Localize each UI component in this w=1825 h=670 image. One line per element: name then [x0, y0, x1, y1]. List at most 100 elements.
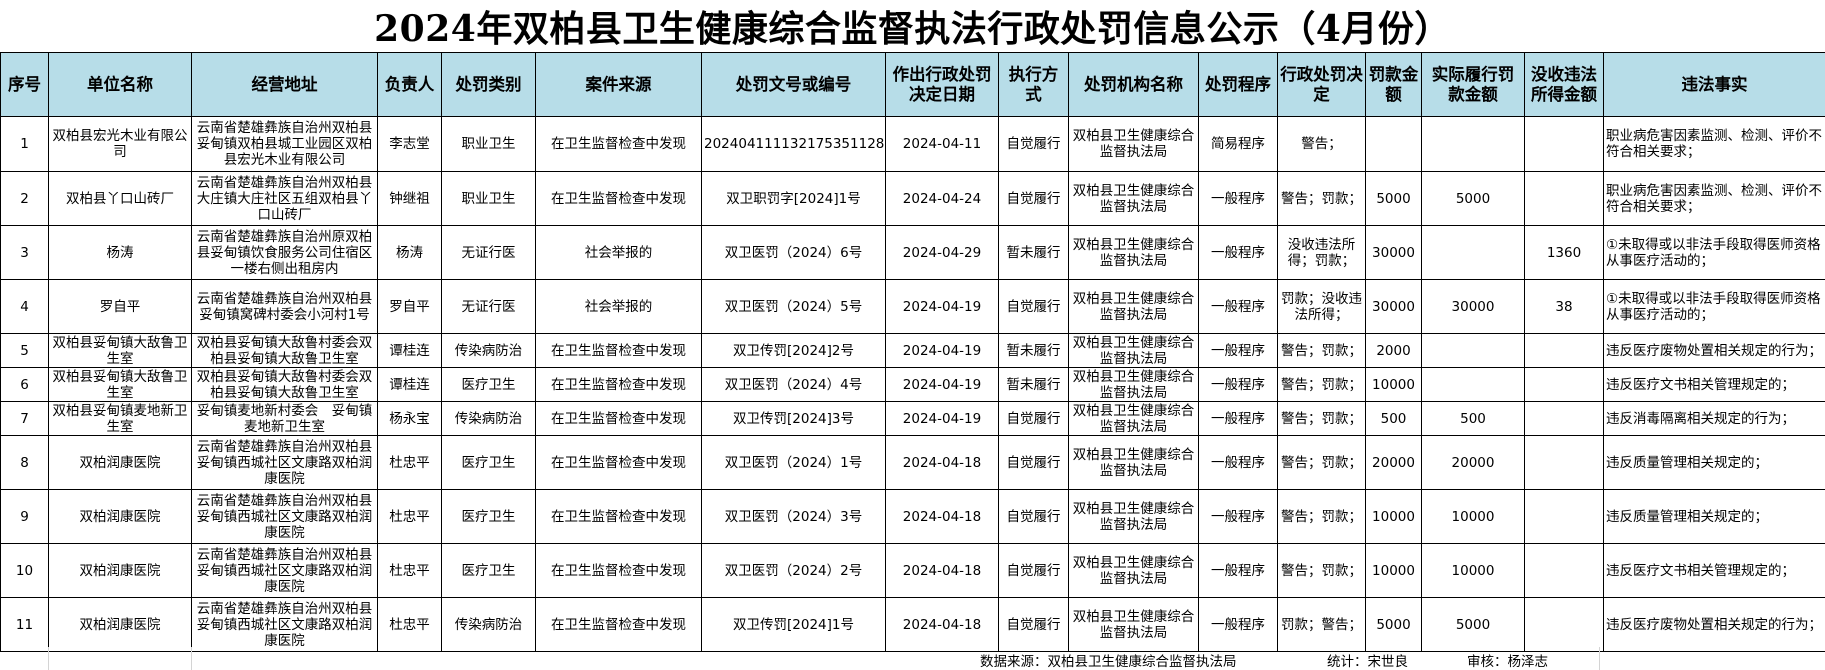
- table-cell: 一般程序: [1198, 171, 1278, 226]
- table-cell: 一般程序: [1198, 597, 1278, 652]
- table-cell: 云南省楚雄彝族自治州双柏县妥甸镇西城社区文康路双柏润康医院: [191, 489, 378, 544]
- table-cell: 自觉履行: [998, 435, 1069, 490]
- table-cell: 双柏县妥甸镇大敌鲁卫生室: [48, 367, 192, 402]
- table-cell: 2024-04-19: [885, 333, 999, 368]
- table-cell: 500: [1365, 401, 1422, 436]
- column-header: 没收违法所得金额: [1524, 52, 1604, 117]
- table-cell: 谭桂连: [377, 367, 442, 402]
- table-cell: 双柏县妥甸镇大敌鲁村委会双柏县妥甸镇大敌鲁卫生室: [191, 367, 378, 402]
- column-header: 处罚文号或编号: [701, 52, 886, 117]
- table-cell: 简易程序: [1198, 116, 1278, 172]
- table-cell: 2024-04-24: [885, 171, 999, 226]
- table-cell: 杜忠平: [377, 597, 442, 652]
- table-cell: 警告；罚款；: [1277, 367, 1366, 402]
- table-cell: 一般程序: [1198, 435, 1278, 490]
- table-row: 5 双柏县妥甸镇大敌鲁卫生室 双柏县妥甸镇大敌鲁村委会双柏县妥甸镇大敌鲁卫生室 谭桂连…: [0, 333, 1825, 368]
- table-cell: 云南省楚雄彝族自治州双柏县妥甸镇西城社区文康路双柏润康医院: [191, 597, 378, 652]
- table-cell: 双柏县卫生健康综合监督执法局: [1068, 225, 1199, 280]
- table-cell: 杜忠平: [377, 489, 442, 544]
- table-cell: 双卫传罚[2024]3号: [701, 401, 886, 436]
- table-cell: 钟继祖: [377, 171, 442, 226]
- table-cell: 双柏润康医院: [48, 489, 192, 544]
- table-cell: 4: [0, 279, 49, 334]
- table-cell: 警告；罚款；: [1277, 543, 1366, 598]
- table-cell: 20240411113217535112803: [701, 116, 886, 172]
- table-cell: 无证行医: [441, 225, 536, 280]
- table-row: 4 罗自平 云南省楚雄彝族自治州双柏县妥甸镇窝碑村委会小河村1号 罗自平 无证行医 社会举…: [0, 279, 1825, 334]
- table-cell: 罚款；没收违法所得；: [1277, 279, 1366, 334]
- table-cell: [1421, 333, 1525, 368]
- table-cell: 双柏县卫生健康综合监督执法局: [1068, 543, 1199, 598]
- table-cell: [1524, 367, 1604, 402]
- table-cell: 医疗卫生: [441, 543, 536, 598]
- table-cell: [1524, 543, 1604, 598]
- table-cell: 传染病防治: [441, 597, 536, 652]
- table-cell: 自觉履行: [998, 543, 1069, 598]
- table-cell: [1421, 225, 1525, 280]
- table-cell: 在卫生监督检查中发现: [535, 597, 702, 652]
- table-cell: 自觉履行: [998, 489, 1069, 544]
- table-cell: 双卫职罚字[2024]1号: [701, 171, 886, 226]
- footer-review: 审核：杨泽志: [1467, 654, 1548, 670]
- table-cell: 5: [0, 333, 49, 368]
- table-cell: 在卫生监督检查中发现: [535, 367, 702, 402]
- table-cell: 双柏县卫生健康综合监督执法局: [1068, 597, 1199, 652]
- table-cell: 职业卫生: [441, 116, 536, 172]
- table-cell: 双柏县卫生健康综合监督执法局: [1068, 367, 1199, 402]
- table-cell: 警告；罚款；: [1277, 489, 1366, 544]
- table-cell: 双柏县卫生健康综合监督执法局: [1068, 401, 1199, 436]
- table-cell: 10000: [1365, 489, 1422, 544]
- table-cell: 双柏县卫生健康综合监督执法局: [1068, 116, 1199, 172]
- table-cell: 自觉履行: [998, 171, 1069, 226]
- column-header: 处罚机构名称: [1068, 52, 1199, 117]
- table-cell: 违反医疗文书相关管理规定的；: [1603, 367, 1825, 402]
- table-cell: 云南省楚雄彝族自治州双柏县妥甸镇西城社区文康路双柏润康医院: [191, 435, 378, 490]
- table-row: 8 双柏润康医院 云南省楚雄彝族自治州双柏县妥甸镇西城社区文康路双柏润康医院 杜忠平医…: [0, 435, 1825, 490]
- table-cell: 在卫生监督检查中发现: [535, 401, 702, 436]
- table-cell: 医疗卫生: [441, 435, 536, 490]
- column-header: 作出行政处罚决定日期: [885, 52, 999, 117]
- table-cell: 30000: [1365, 225, 1422, 280]
- table-cell: 双柏润康医院: [48, 543, 192, 598]
- grid-line: [1599, 647, 1600, 670]
- column-header: 执行方式: [998, 52, 1069, 117]
- table-cell: 2024-04-19: [885, 401, 999, 436]
- table-cell: 2024-04-19: [885, 279, 999, 334]
- table-cell: 一般程序: [1198, 225, 1278, 280]
- table-cell: 30000: [1421, 279, 1525, 334]
- table-cell: 自觉履行: [998, 597, 1069, 652]
- table-cell: 9: [0, 489, 49, 544]
- header-row: 序号 单位名称 经营地址 负责人 处罚类别 案件来源 处罚文号或编号 作出行政处罚决定日期 执行…: [0, 52, 1825, 117]
- table-row: 6 双柏县妥甸镇大敌鲁卫生室 双柏县妥甸镇大敌鲁村委会双柏县妥甸镇大敌鲁卫生室 谭桂连…: [0, 367, 1825, 402]
- table-cell: [1524, 435, 1604, 490]
- penalty-table: 序号 单位名称 经营地址 负责人 处罚类别 案件来源 处罚文号或编号 作出行政处罚决定日期 执行…: [0, 52, 1825, 652]
- table-cell: ①未取得或以非法手段取得医师资格从事医疗活动的；: [1603, 225, 1825, 280]
- table-cell: 双柏润康医院: [48, 435, 192, 490]
- table-cell: 在卫生监督检查中发现: [535, 333, 702, 368]
- table-cell: 没收违法所得；罚款；: [1277, 225, 1366, 280]
- table-cell: 2024-04-11: [885, 116, 999, 172]
- table-cell: 20000: [1365, 435, 1422, 490]
- table-cell: 7: [0, 401, 49, 436]
- table-cell: 11: [0, 597, 49, 652]
- table-cell: 杨涛: [48, 225, 192, 280]
- table-cell: 在卫生监督检查中发现: [535, 171, 702, 226]
- column-header: 负责人: [377, 52, 442, 117]
- table-cell: 云南省楚雄彝族自治州双柏县大庄镇大庄社区五组双柏县丫口山砖厂: [191, 171, 378, 226]
- table-cell: 自觉履行: [998, 279, 1069, 334]
- table-cell: 一般程序: [1198, 401, 1278, 436]
- table-cell: 罗自平: [48, 279, 192, 334]
- table-cell: 10000: [1365, 367, 1422, 402]
- table-cell: [1421, 367, 1525, 402]
- table-cell: 妥甸镇麦地新村委会 妥甸镇麦地新卫生室: [191, 401, 378, 436]
- table-cell: 自觉履行: [998, 116, 1069, 172]
- table-cell: 双柏县卫生健康综合监督执法局: [1068, 489, 1199, 544]
- table-cell: 违反医疗废物处置相关规定的行为；: [1603, 597, 1825, 652]
- column-header: 序号: [0, 52, 49, 117]
- column-header: 行政处罚决定: [1277, 52, 1366, 117]
- table-cell: 3: [0, 225, 49, 280]
- grid-line: [48, 647, 49, 670]
- table-cell: 5000: [1365, 171, 1422, 226]
- column-header: 经营地址: [191, 52, 378, 117]
